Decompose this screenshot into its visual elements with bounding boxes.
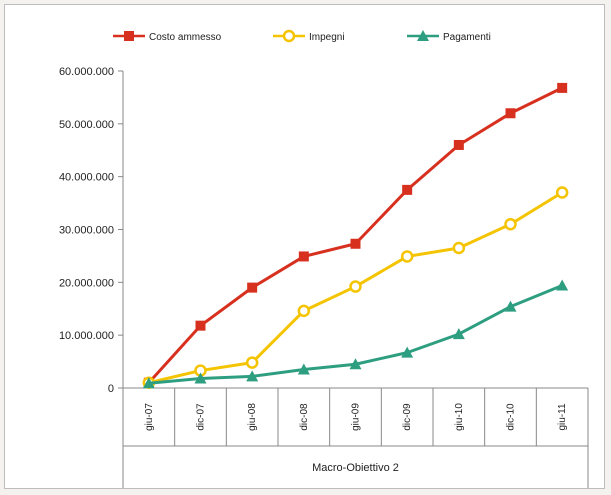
axes: 0 10.000.000 20.000.000 30.000.000 40.000.00… (59, 66, 588, 395)
x-tick-label: dic-08 (299, 403, 310, 431)
data-point (401, 346, 414, 358)
series-costo-ammesso (143, 82, 568, 388)
legend-swatch-marker (282, 29, 296, 43)
legend-label: Pagamenti (443, 32, 491, 43)
data-point (245, 356, 259, 369)
data-point (452, 241, 466, 255)
y-tick-label: 60.000.000 (59, 66, 114, 78)
legend: Costo ammesso Impegni Pagamenti (113, 29, 491, 43)
y-tick-label: 50.000.000 (59, 119, 114, 131)
legend-label: Impegni (309, 32, 345, 43)
legend-item: Costo ammesso (113, 31, 222, 43)
group-label: Macro-Obiettivo 2 (312, 462, 399, 474)
x-tick-label: dic-07 (196, 403, 207, 431)
y-tick-label: 40.000.000 (59, 172, 114, 184)
legend-label: Costo ammesso (149, 32, 222, 43)
y-tick-label: 20.000.000 (59, 277, 114, 289)
y-tick-label: 10.000.000 (59, 330, 114, 342)
data-point (297, 363, 310, 375)
data-point (297, 304, 311, 318)
data-point (349, 280, 362, 293)
data-point (453, 139, 464, 150)
x-tick-label: dic-09 (402, 403, 413, 431)
x-tick-label: giu-09 (351, 403, 362, 431)
legend-item: Pagamenti (407, 30, 491, 43)
data-point (504, 217, 517, 231)
data-point (402, 184, 413, 195)
legend-swatch-marker (417, 30, 429, 41)
data-point (557, 82, 568, 93)
data-point (504, 300, 517, 312)
data-point (350, 238, 361, 249)
y-tick-label: 0 (108, 383, 114, 395)
series-line (147, 86, 563, 384)
series-pagamenti (142, 279, 569, 389)
x-tick-label: giu-07 (144, 403, 155, 431)
legend-swatch-marker (124, 31, 134, 41)
data-point (195, 320, 206, 331)
chart-frame: Costo ammesso Impegni Pagamenti 0 10.000.00… (4, 4, 605, 489)
x-tick-label: giu-10 (454, 403, 465, 431)
data-point (452, 328, 465, 340)
data-point (505, 108, 516, 119)
data-point (194, 372, 207, 384)
x-tick-label: dic-10 (506, 403, 517, 431)
data-point (349, 358, 362, 370)
data-point (246, 370, 259, 382)
data-point (556, 279, 569, 291)
data-point (555, 186, 569, 199)
legend-item: Impegni (273, 29, 345, 43)
x-tick-label: giu-11 (557, 403, 568, 430)
category-table: giu-07 dic-07 giu-08 dic-08 giu-09 dic-09 giu-… (122, 388, 589, 488)
data-point (142, 377, 155, 389)
x-tick-label: giu-08 (247, 403, 258, 431)
y-tick-label: 30.000.000 (59, 225, 114, 237)
series-impegni (142, 186, 569, 389)
line-chart: Costo ammesso Impegni Pagamenti 0 10.000.00… (59, 29, 589, 488)
data-point (400, 250, 414, 263)
series-group (142, 82, 569, 389)
data-point (247, 282, 258, 293)
data-point (298, 251, 309, 262)
